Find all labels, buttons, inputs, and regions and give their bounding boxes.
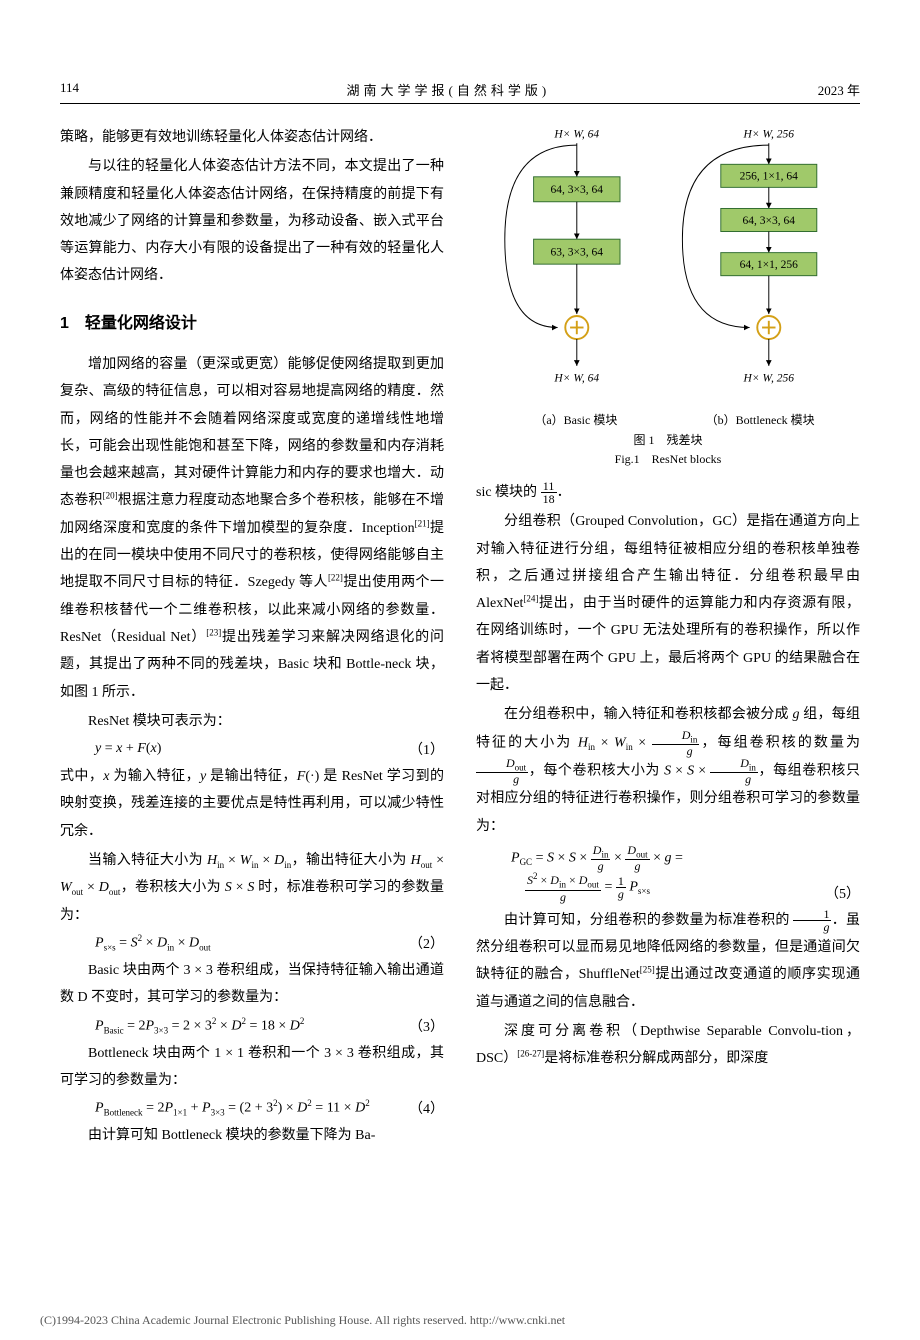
p: 式中，x 为输入特征，y 是输出特征，F(·) 是 ResNet 学习到的映射变…: [60, 763, 444, 845]
eq-num: （2）: [404, 933, 444, 953]
txt: 在分组卷积中，输入特征和卷积核都会被分成: [504, 707, 793, 722]
txt: 式中，: [60, 769, 103, 784]
footer-copyright: (C)1994-2023 China Academic Journal Elec…: [0, 1313, 920, 1328]
eq-num: （3）: [404, 1016, 444, 1036]
txt: sic 模块的: [476, 485, 537, 500]
equation-2: Ps×s = S2 × Din × Dout （2）: [95, 933, 444, 953]
eq-num: （5）: [820, 883, 860, 903]
eq-num: （4）: [404, 1098, 444, 1118]
eq-num: （1）: [404, 739, 444, 759]
txt: 提出，由于当时硬件的运算能力和内存资源有限，在网络训练时，一个 GPU 无法处理…: [476, 596, 860, 693]
equation-5: PGC = S × S × Ding × Doutg × g = S2 × Di…: [511, 844, 860, 903]
p: 由计算可知 Bottleneck 模块的参数量下降为 Ba-: [60, 1122, 444, 1149]
p: 在分组卷积中，输入特征和卷积核都会被分成 g 组，每组特征的大小为 Hin × …: [476, 701, 860, 840]
dg-a2: 63, 3×3, 64: [551, 247, 604, 259]
txt: ，每组卷积核的数量为: [699, 735, 860, 750]
dg-bot-b: H× W, 256: [743, 372, 795, 384]
txt: ．: [557, 485, 571, 500]
p: 与以往的轻量化人体姿态估计方法不同，本文提出了一种兼顾精度和轻量化人体姿态估计网…: [60, 153, 444, 289]
section-heading: 1 轻量化网络设计: [60, 308, 444, 339]
p: 策略，能够更有效地训练轻量化人体姿态估计网络．: [60, 124, 444, 151]
ref: [24]: [523, 593, 538, 603]
dg-b2: 64, 3×3, 64: [743, 215, 796, 227]
dg-b1: 256, 1×1, 64: [740, 171, 798, 183]
dg-a1: 64, 3×3, 64: [551, 184, 604, 196]
p: 由计算可知，分组卷积的参数量为标准卷积的 1g．虽然分组卷积可以显而易见地降低网…: [476, 907, 860, 1016]
txt: 根据注意力程度动态地聚合多个卷积核，能够在不增加网络深度和宽度的条件下增加模型的…: [60, 493, 444, 535]
dg-top-a: H× W, 64: [553, 128, 599, 140]
left-column: 策略，能够更有效地训练轻量化人体姿态估计网络． 与以往的轻量化人体姿态估计方法不…: [60, 124, 444, 1151]
ref: [20]: [103, 491, 118, 501]
den: 18: [541, 493, 557, 505]
txt: 为输入特征，: [110, 769, 201, 784]
dg-top-b: H× W, 256: [743, 128, 795, 140]
year-label: 2023 年: [818, 80, 860, 99]
cap-zh: 图 1 残差块: [633, 433, 702, 447]
dg-bot-a: H× W, 64: [553, 372, 599, 384]
ref: [21]: [415, 518, 430, 528]
page-number: 114: [60, 80, 79, 99]
ref: [26-27]: [517, 1049, 544, 1059]
figure-caption: （a）Basic 模块（b）Bottleneck 模块 图 1 残差块 Fig.…: [476, 411, 860, 469]
resnet-diagram: H× W, 64 64, 3×3, 64 63, 3×3, 64 H× W, 6…: [476, 124, 860, 402]
p: ResNet 模块可表示为：: [60, 708, 444, 735]
equation-1: y = x + F(x) （1）: [95, 739, 444, 759]
txt: 增加网络的容量（更深或更宽）能够促使网络提取到更加复杂、高级的特征信息，可以相对…: [60, 357, 444, 508]
txt: 由计算可知，分组卷积的参数量为标准卷积的: [504, 913, 790, 928]
p: Basic 块由两个 3 × 3 卷积组成，当保持特征输入输出通道数 D 不变时…: [60, 957, 444, 1012]
subcap-a: （a）Basic 模块: [484, 411, 668, 430]
cap-en: Fig.1 ResNet blocks: [615, 452, 722, 466]
journal-title: 湖南大学学报(自然科学版): [79, 80, 818, 99]
equation-4: PBottleneck = 2P1×1 + P3×3 = (2 + 32) × …: [95, 1098, 444, 1118]
p: 当输入特征大小为 Hin × Win × Din，输出特征大小为 Hout × …: [60, 847, 444, 929]
txt: 是将标准卷积分解成两部分，即深度: [544, 1051, 768, 1066]
txt: 当输入特征大小为: [88, 853, 207, 868]
ref: [23]: [206, 627, 221, 637]
p: 增加网络的容量（更深或更宽）能够促使网络提取到更加复杂、高级的特征信息，可以相对…: [60, 351, 444, 706]
p: sic 模块的 1118．: [476, 479, 860, 506]
p: 深度可分离卷积（Depthwise Separable Convolu-tion…: [476, 1018, 860, 1073]
txt: ，输出特征大小为: [291, 853, 410, 868]
ref: [25]: [640, 965, 655, 975]
page-header: 114 湖南大学学报(自然科学版) 2023 年: [60, 80, 860, 104]
p: Bottleneck 块由两个 1 × 1 卷积和一个 3 × 3 卷积组成，其…: [60, 1040, 444, 1095]
p: 分组卷积（Grouped Convolution，GC）是指在通道方向上对输入特…: [476, 508, 860, 699]
subcap-b: （b）Bottleneck 模块: [668, 411, 852, 430]
txt: 是输出特征，: [206, 769, 297, 784]
ref: [22]: [328, 573, 343, 583]
dg-b3: 64, 1×1, 256: [740, 259, 798, 271]
txt: ，每个卷积核大小为: [528, 763, 664, 778]
txt: ，卷积核大小为: [120, 880, 224, 895]
equation-3: PBasic = 2P3×3 = 2 × 32 × D2 = 18 × D2 （…: [95, 1016, 444, 1036]
right-column: H× W, 64 64, 3×3, 64 63, 3×3, 64 H× W, 6…: [476, 124, 860, 1151]
